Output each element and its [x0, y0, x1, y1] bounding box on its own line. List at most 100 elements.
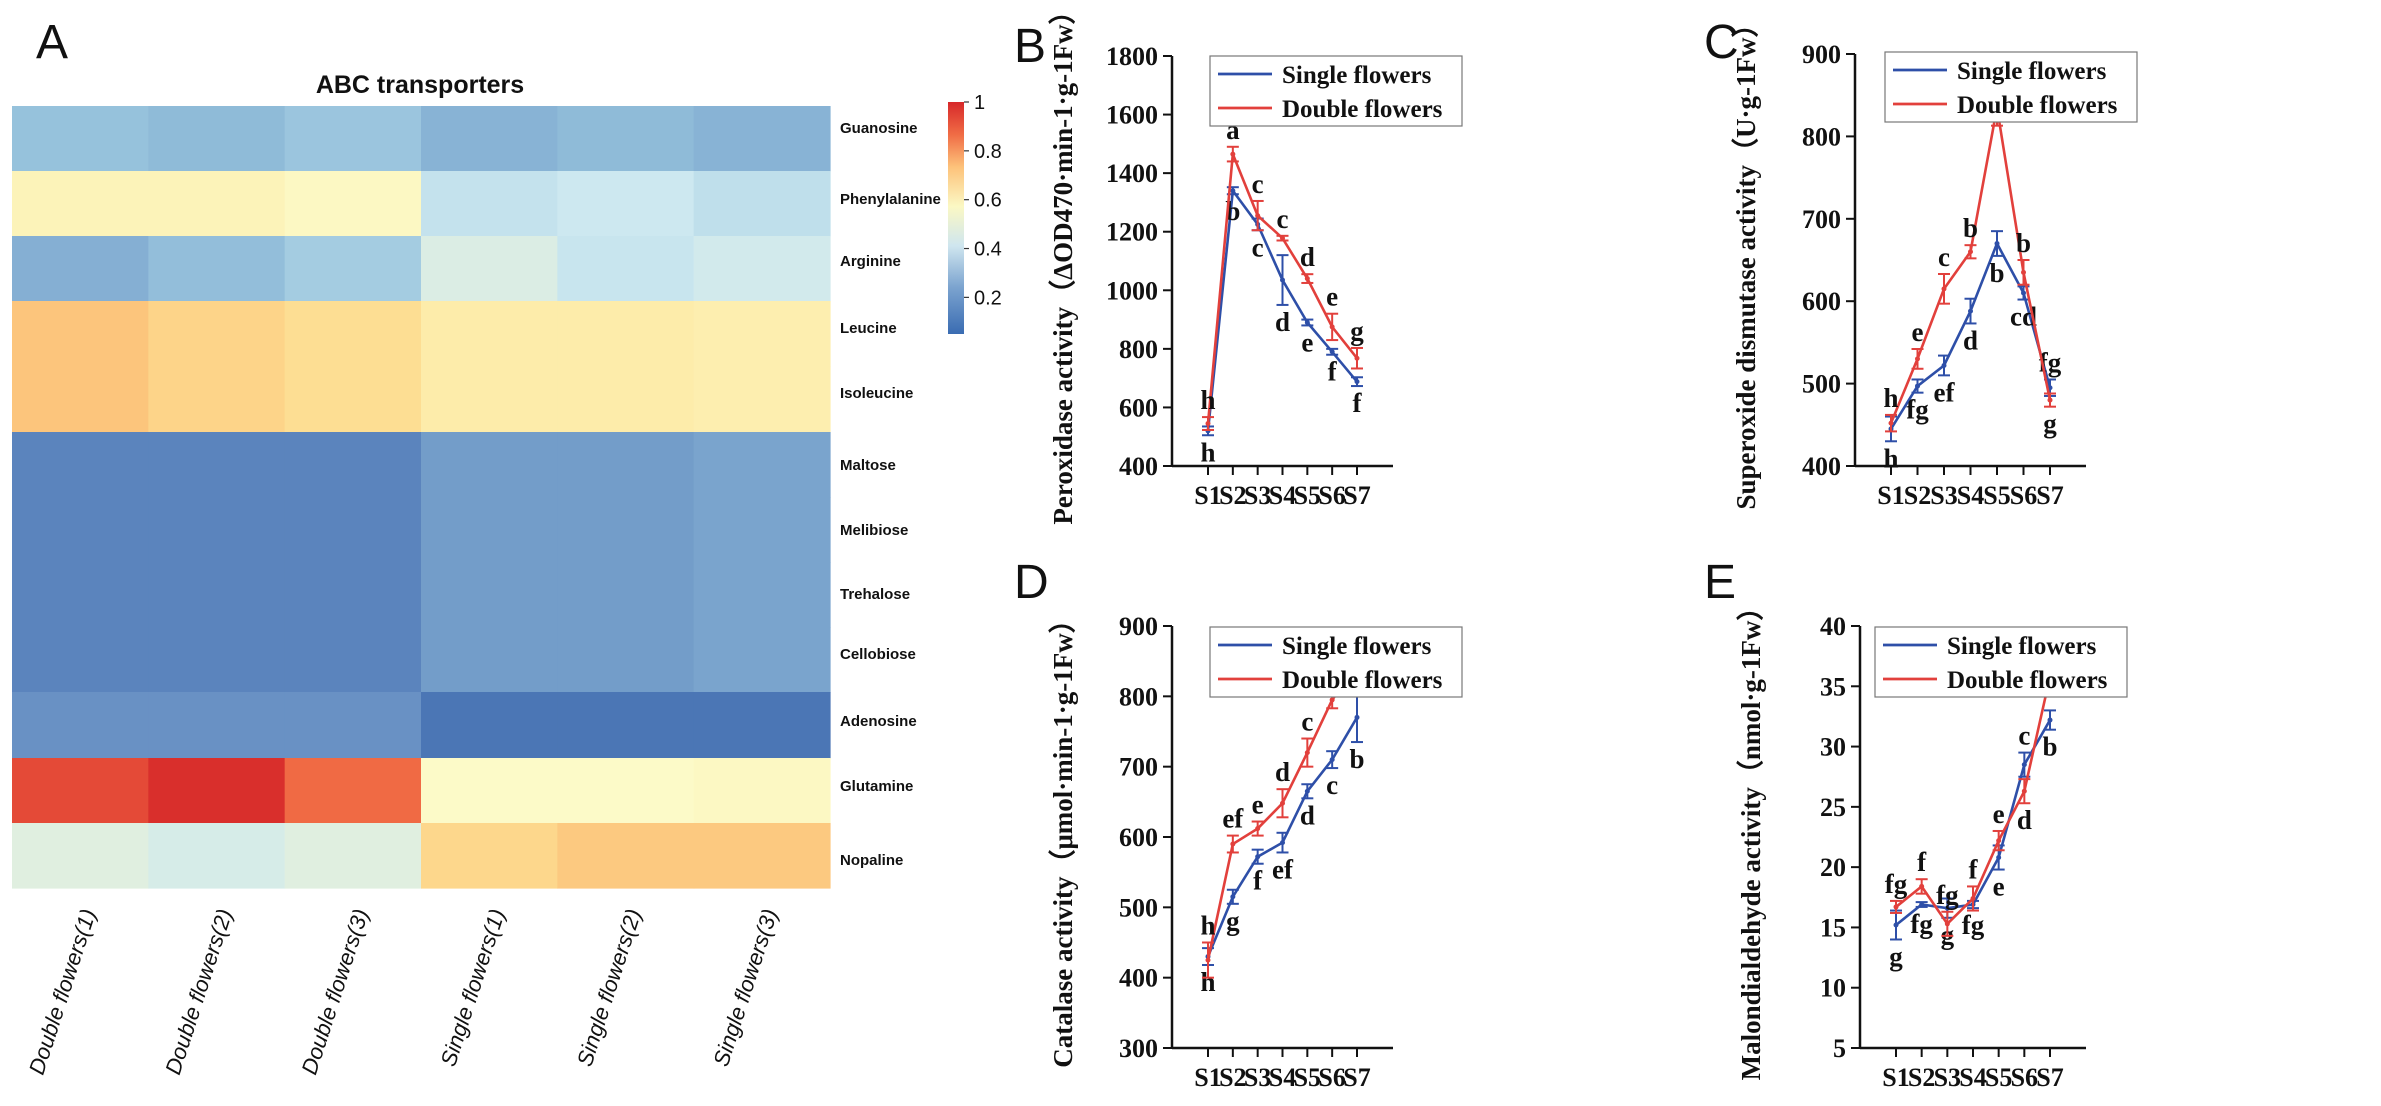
data-point — [1354, 355, 1360, 361]
data-point — [1255, 826, 1261, 832]
data-point — [1915, 356, 1920, 362]
significance-letter: c — [1326, 770, 1338, 800]
heatmap-column-label: Single flowers(2) — [572, 906, 646, 1070]
heatmap-cell — [693, 692, 831, 759]
colorbar-tick-label: 0.2 — [974, 287, 1002, 309]
heatmap-cell — [148, 692, 286, 759]
legend-label: Single flowers — [1947, 633, 2097, 660]
legend-label: Single flowers — [1282, 633, 1432, 660]
data-point — [1329, 349, 1335, 355]
heatmap-cell — [284, 758, 422, 824]
panel-label-a: A — [36, 16, 68, 69]
data-point — [1968, 249, 1973, 255]
significance-letter: h — [1200, 911, 1215, 941]
data-point — [1941, 286, 1947, 292]
heatmap-row-label: Nopaline — [840, 852, 903, 869]
heatmap-cell — [12, 562, 149, 628]
y-tick-label: 600 — [1119, 823, 1158, 852]
significance-letter: c — [1301, 707, 1313, 737]
heatmap-cell — [421, 823, 558, 889]
heatmap-cell — [12, 171, 149, 237]
data-point — [1329, 757, 1335, 763]
heatmap-cell — [421, 366, 558, 433]
heatmap-cell — [148, 497, 286, 563]
x-tick-label: S4 — [1957, 481, 1984, 510]
heatmap-column-label: Double flowers(1) — [24, 906, 101, 1078]
heatmap-cell — [421, 106, 558, 172]
heatmap-cell — [557, 823, 695, 889]
heatmap-panel: ABC transporters Guanosine Phenylalanine A… — [12, 71, 1002, 1078]
heatmap-cell — [284, 497, 422, 563]
data-point — [2021, 269, 2026, 275]
y-tick-label: 1000 — [1106, 276, 1158, 305]
y-tick-label: 400 — [1119, 964, 1158, 993]
heatmap-cell — [693, 171, 831, 237]
data-point — [1280, 800, 1285, 806]
heatmap-cell — [284, 562, 422, 628]
heatmap-cell — [12, 823, 149, 889]
data-point — [1354, 379, 1360, 385]
heatmap-cell — [12, 758, 149, 824]
heatmap-cell — [557, 301, 695, 367]
data-point — [2021, 762, 2027, 768]
significance-letter: f — [1353, 388, 1363, 418]
significance-letter: fg — [1910, 909, 1933, 939]
y-tick-label: 600 — [1802, 287, 1841, 316]
y-tick-label: 20 — [1820, 853, 1846, 882]
heatmap-cell — [557, 106, 695, 172]
heatmap-cell — [148, 432, 286, 498]
data-point — [1304, 276, 1310, 282]
y-axis-label: Malondialdehyde activity（nmol·g-1Fw） — [1736, 594, 1766, 1081]
significance-letter: f — [1969, 854, 1979, 884]
heatmap-cell — [12, 432, 149, 498]
x-tick-label: S7 — [2036, 1063, 2063, 1092]
heatmap-cell — [557, 366, 695, 433]
y-tick-label: 25 — [1820, 793, 1846, 822]
data-point — [1205, 957, 1211, 963]
legend-label: Double flowers — [1947, 667, 2108, 694]
data-point — [1893, 922, 1899, 928]
data-point — [2021, 788, 2027, 794]
y-tick-label: 700 — [1119, 753, 1158, 782]
significance-letter: e — [1993, 799, 2005, 829]
heatmap-cell — [421, 301, 558, 367]
significance-letter: b — [1963, 213, 1978, 243]
heatmap-cell — [557, 562, 695, 628]
x-tick-label: S6 — [1318, 481, 1345, 510]
data-point — [1915, 383, 1920, 389]
y-tick-label: 40 — [1820, 612, 1846, 641]
heatmap-cell — [284, 366, 422, 433]
data-point — [1944, 905, 1950, 911]
data-point — [1944, 921, 1950, 927]
heatmap-cell — [421, 627, 558, 693]
heatmap-column-label: Single flowers(1) — [436, 906, 510, 1070]
x-tick-label: S6 — [1318, 1063, 1345, 1092]
y-tick-label: 1800 — [1106, 42, 1158, 71]
legend-label: Single flowers — [1282, 62, 1432, 89]
data-point — [1919, 883, 1925, 889]
heatmap-row-label: Melibiose — [840, 522, 908, 539]
heatmap-row-label: Adenosine — [840, 713, 917, 730]
heatmap-cell — [12, 236, 149, 302]
series-line — [1889, 107, 2052, 424]
heatmap-column-label: Double flowers(2) — [160, 906, 237, 1078]
y-tick-label: 1600 — [1106, 101, 1158, 130]
significance-letter: c — [1938, 242, 1950, 272]
x-tick-label: S6 — [2011, 1063, 2038, 1092]
significance-letter: d — [1300, 242, 1315, 272]
x-tick-label: S6 — [2010, 481, 2037, 510]
significance-letter: h — [1200, 385, 1215, 415]
heatmap-cell — [421, 432, 558, 498]
significance-letter: f — [1253, 866, 1263, 896]
heatmap-cell — [148, 171, 286, 237]
x-tick-label: S7 — [1343, 481, 1370, 510]
legend-box — [1884, 51, 2138, 123]
heatmap-column-label: Double flowers(3) — [297, 906, 374, 1078]
heatmap-cell — [421, 758, 558, 824]
x-tick-label: S4 — [1269, 481, 1296, 510]
x-tick-label: S5 — [1294, 1063, 1321, 1092]
data-point — [2047, 717, 2053, 723]
data-point — [1329, 697, 1335, 703]
colorbar-tick-label: 0.4 — [974, 239, 1002, 261]
legend-box — [1874, 626, 2128, 698]
